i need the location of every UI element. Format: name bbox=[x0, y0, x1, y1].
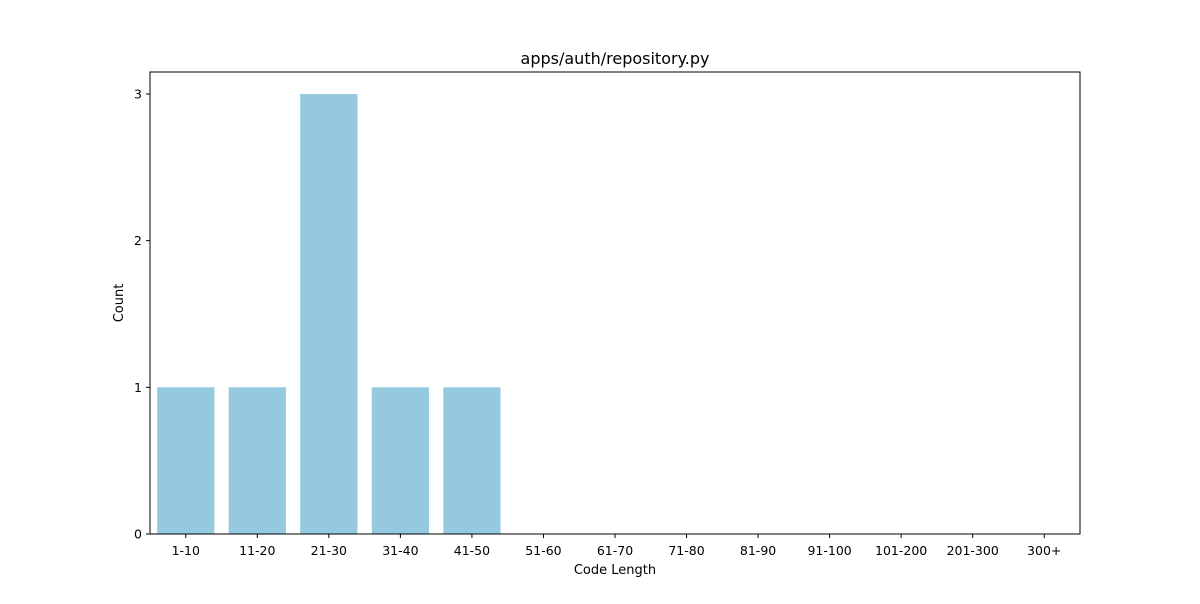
x-axis-ticks: 1-10 11-20 21-30 31-40 41-50 51-60 61-70 71-80 8… bbox=[172, 534, 1061, 558]
chart-title: apps/auth/repository.py bbox=[521, 49, 710, 68]
x-tick-label: 201-300 bbox=[947, 543, 999, 558]
bar-21-30 bbox=[300, 94, 358, 534]
x-tick-label: 1-10 bbox=[172, 543, 200, 558]
x-tick-label: 71-80 bbox=[668, 543, 704, 558]
x-tick-label: 61-70 bbox=[597, 543, 633, 558]
bar-31-40 bbox=[371, 387, 429, 534]
y-axis-label: Count bbox=[112, 284, 127, 323]
x-tick-label: 21-30 bbox=[311, 543, 347, 558]
x-tick-label: 11-20 bbox=[239, 543, 275, 558]
x-tick-label: 41-50 bbox=[454, 543, 490, 558]
x-tick-label: 101-200 bbox=[875, 543, 927, 558]
bar-41-50 bbox=[443, 387, 501, 534]
x-tick-label: 31-40 bbox=[382, 543, 418, 558]
x-tick-label: 51-60 bbox=[525, 543, 561, 558]
y-axis-ticks: 0 1 2 3 bbox=[134, 87, 150, 542]
bar-1-10 bbox=[157, 387, 215, 534]
bars-layer bbox=[157, 94, 501, 534]
x-tick-label: 300+ bbox=[1027, 543, 1061, 558]
y-tick-label: 2 bbox=[134, 233, 142, 248]
x-tick-label: 91-100 bbox=[807, 543, 851, 558]
y-tick-label: 3 bbox=[134, 87, 142, 102]
y-tick-label: 0 bbox=[134, 527, 142, 542]
x-tick-label: 81-90 bbox=[740, 543, 776, 558]
bar-11-20 bbox=[228, 387, 286, 534]
y-tick-label: 1 bbox=[134, 380, 142, 395]
x-axis-label: Code Length bbox=[574, 563, 656, 578]
